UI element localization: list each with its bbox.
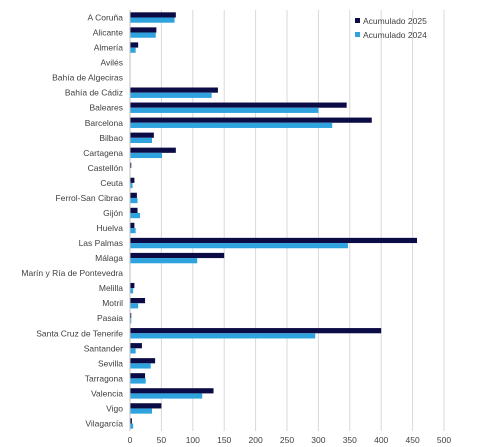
bar-series-1 xyxy=(130,358,156,364)
category-label: Las Palmas xyxy=(79,238,123,248)
category-label: Baleares xyxy=(89,103,123,113)
category-label: Almería xyxy=(94,43,124,53)
legend-label: Acumulado 2024 xyxy=(363,30,427,40)
bar-series-1 xyxy=(130,117,372,123)
bar-series-1 xyxy=(130,132,154,138)
bar-series-1 xyxy=(130,418,132,424)
x-tick-label: 400 xyxy=(374,435,388,445)
bar-series-1 xyxy=(130,373,146,379)
category-label: Cartagena xyxy=(83,148,123,158)
bar-series-2 xyxy=(130,333,316,339)
x-tick-label: 100 xyxy=(186,435,200,445)
x-tick-label: 350 xyxy=(343,435,357,445)
category-label: Motril xyxy=(102,298,123,308)
legend: Acumulado 2025 Acumulado 2024 xyxy=(355,16,427,40)
bar-series-1 xyxy=(130,252,225,259)
bar-series-1 xyxy=(130,297,146,304)
bar-series-2 xyxy=(130,378,146,384)
x-tick-label: 450 xyxy=(406,435,420,445)
category-label: Vilagarcía xyxy=(85,418,123,428)
bar-series-2 xyxy=(130,318,132,324)
legend-swatch xyxy=(355,18,360,23)
bar-series-2 xyxy=(130,303,139,309)
bar-series-1 xyxy=(130,42,139,48)
bar-series-1 xyxy=(130,222,135,229)
bar-series-1 xyxy=(130,27,157,33)
category-label: Santa Cruz de Tenerife xyxy=(36,328,123,338)
category-label: Barcelona xyxy=(85,118,124,128)
category-label: Pasaia xyxy=(97,313,123,323)
bar-series-1 xyxy=(130,207,138,213)
x-tick-labels: 0 50 100 150 200 250 300 350 400 450 500 xyxy=(128,435,452,445)
bar-series-1 xyxy=(130,403,162,409)
category-label: Gijón xyxy=(103,208,123,218)
bar-series-2 xyxy=(130,423,134,429)
legend-label: Acumulado 2025 xyxy=(363,16,427,26)
bar-series-1 xyxy=(130,147,176,153)
x-tick-label: 50 xyxy=(157,435,167,445)
bar-series-1 xyxy=(130,343,142,349)
bar-series-2 xyxy=(130,408,152,414)
bar-series-1 xyxy=(130,282,135,289)
category-label: Alicante xyxy=(93,28,124,38)
bar-series-2 xyxy=(130,393,203,399)
bar-series-1 xyxy=(130,102,347,108)
category-label: Marín y Ría de Pontevedra xyxy=(21,268,123,278)
bar-series-2 xyxy=(130,92,212,98)
category-label: Santander xyxy=(84,343,123,353)
bar-series-1 xyxy=(130,87,218,93)
category-label: Avilés xyxy=(100,58,123,68)
gridlines xyxy=(160,10,445,431)
bar-series-2 xyxy=(130,152,163,159)
category-label: A Coruña xyxy=(88,13,124,23)
category-label: Bahía de Cádiz xyxy=(65,88,123,98)
bar-series-2 xyxy=(130,47,136,53)
bar-series-2 xyxy=(130,17,175,23)
legend-swatch xyxy=(355,32,360,37)
bar-series-2 xyxy=(130,258,198,264)
bar-series-2 xyxy=(130,212,141,219)
bar-series-1 xyxy=(130,12,176,18)
category-label: Bilbao xyxy=(99,133,123,143)
bar-series-2 xyxy=(130,348,136,354)
category-label: Castellón xyxy=(88,163,124,173)
bar-series-1 xyxy=(130,162,132,168)
bar-series-2 xyxy=(130,243,348,249)
bar-series-2 xyxy=(130,182,133,189)
bar-series-2 xyxy=(130,137,152,144)
x-tick-label: 250 xyxy=(280,435,294,445)
category-label: Bahía de Algeciras xyxy=(52,73,123,83)
bar-series-1 xyxy=(130,328,382,334)
category-label: Valencia xyxy=(91,388,123,398)
bar-series-2 xyxy=(130,363,151,369)
bar-series-1 xyxy=(130,313,132,319)
x-tick-label: 200 xyxy=(249,435,263,445)
bar-series-2 xyxy=(130,107,319,113)
bar-series-1 xyxy=(130,192,137,198)
category-labels: A Coruña Alicante Almería Avilés Bahía de Al… xyxy=(21,13,123,429)
category-label: Ceuta xyxy=(100,178,123,188)
bar-series-1 xyxy=(130,388,214,394)
category-label: Tarragona xyxy=(85,373,124,383)
x-tick-label: 150 xyxy=(217,435,231,445)
category-label: Málaga xyxy=(95,253,123,263)
bars xyxy=(130,12,417,429)
bar-series-2 xyxy=(130,32,156,38)
bar-series-1 xyxy=(130,177,135,183)
bar-series-2 xyxy=(130,197,138,204)
category-label: Sevilla xyxy=(98,358,123,368)
bar-series-2 xyxy=(130,228,136,234)
bar-series-1 xyxy=(130,237,417,244)
bar-series-2 xyxy=(130,288,134,294)
x-tick-label: 0 xyxy=(128,435,133,445)
category-label: Melilla xyxy=(99,283,123,293)
x-tick-label: 500 xyxy=(437,435,451,445)
category-label: Huelva xyxy=(97,223,124,233)
x-tick-label: 300 xyxy=(311,435,325,445)
category-label: Vigo xyxy=(106,403,123,413)
category-label: Ferrol-San Cibrao xyxy=(55,193,123,203)
bar-series-2 xyxy=(130,122,333,128)
